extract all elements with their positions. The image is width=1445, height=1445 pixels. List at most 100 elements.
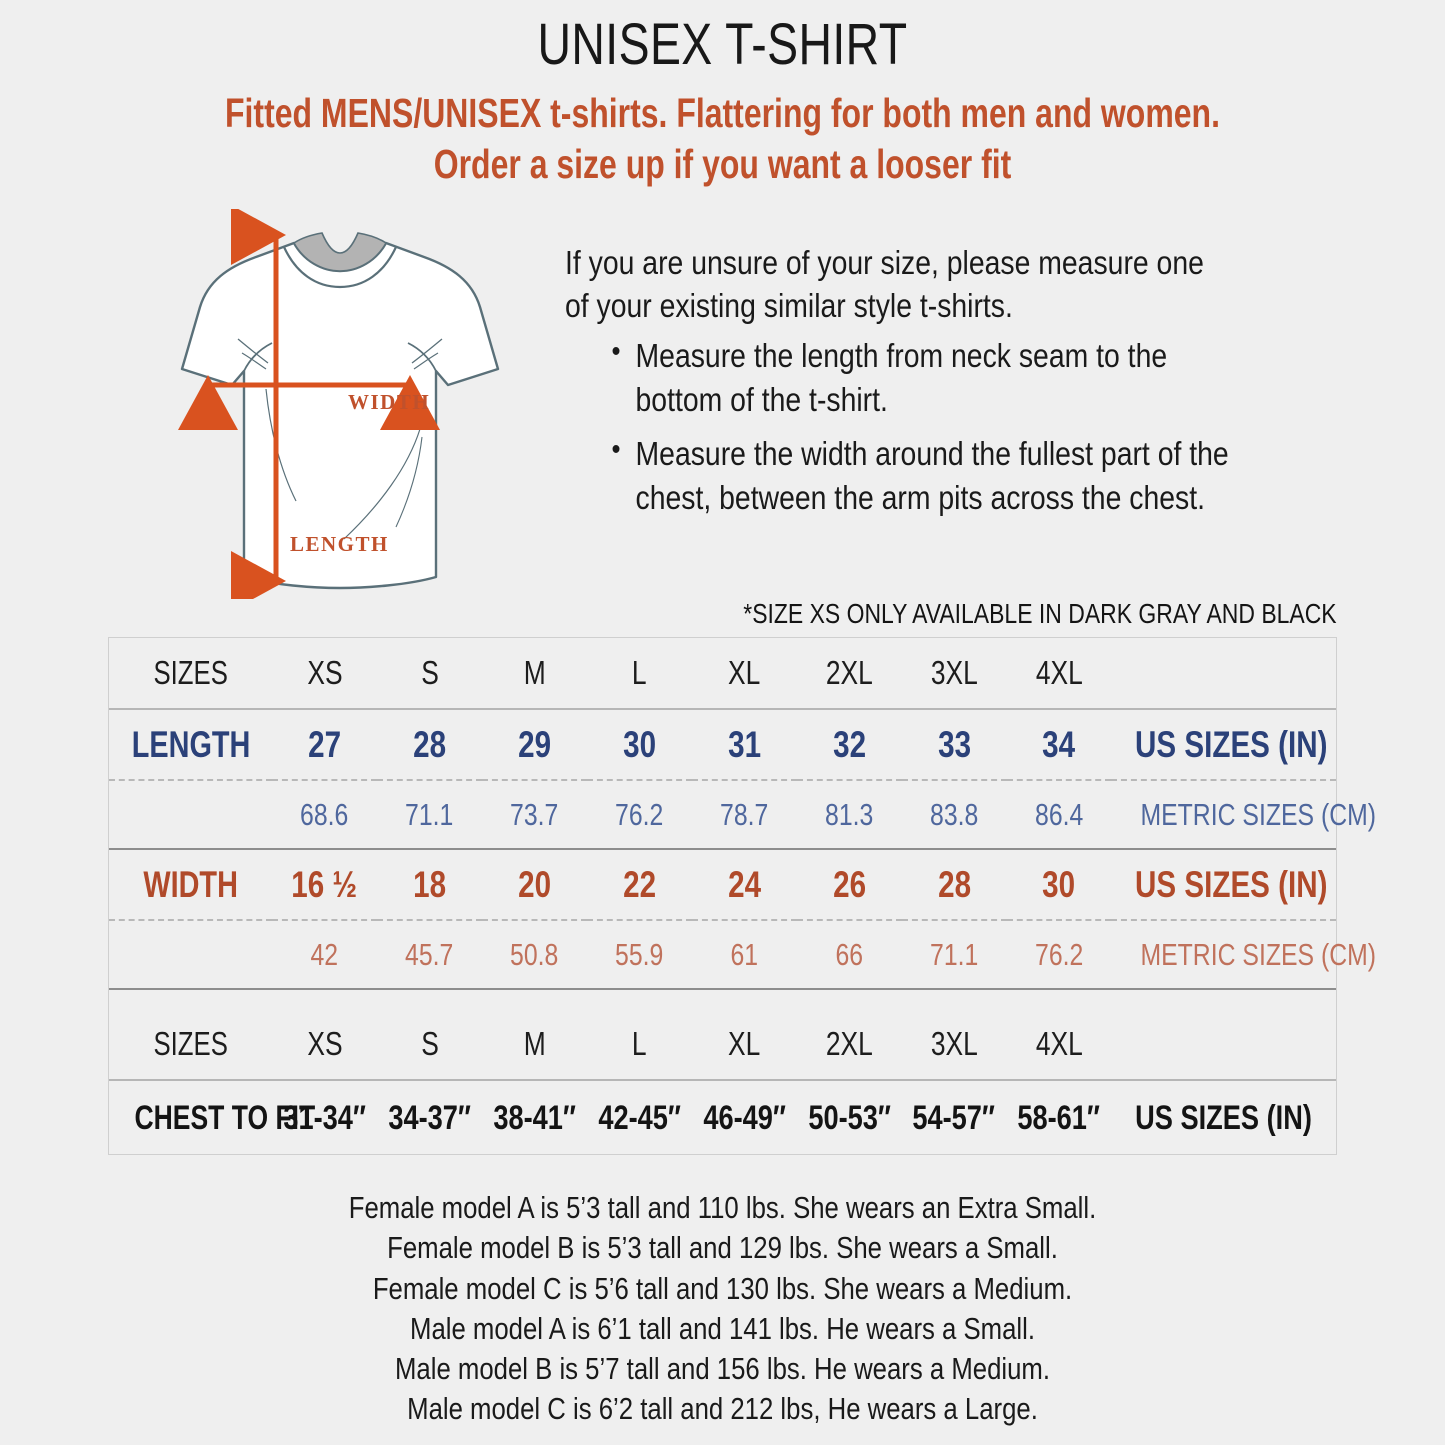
unit-us-width: US SIZES (IN) bbox=[1135, 864, 1328, 905]
model-note-line: Female model A is 5’3 tall and 110 lbs. … bbox=[348, 1190, 1097, 1225]
length-cm-xs: 68.6 bbox=[300, 797, 349, 832]
sizes-label: SIZES bbox=[153, 654, 228, 691]
divider-dashed bbox=[109, 779, 1336, 782]
table-row-width-metric: 42 45.7 50.8 55.9 61 66 71.1 76.2 METRIC… bbox=[109, 922, 1377, 989]
width-label: WIDTH bbox=[143, 864, 238, 905]
length-in-2xl: 32 bbox=[832, 724, 866, 765]
xs-availability-note: *SIZE XS ONLY AVAILABLE IN DARK GRAY AND… bbox=[743, 598, 1337, 629]
model-measurements-footer: Female model A is 5’3 tall and 110 lbs. … bbox=[0, 1188, 1445, 1430]
model-note-line: Female model C is 5’6 tall and 130 lbs. … bbox=[372, 1270, 1073, 1306]
size2-header-xs: XS bbox=[307, 1025, 343, 1062]
table-row-sizes-header-2: SIZES XS S M L XL 2XL 3XL 4XL bbox=[109, 1009, 1336, 1080]
chest-m: 38-41″ bbox=[493, 1098, 576, 1137]
size-header-4xl: 4XL bbox=[1035, 654, 1083, 691]
size2-header-m: M bbox=[523, 1025, 546, 1062]
width-cm-xs: 42 bbox=[310, 937, 339, 972]
unit-header-empty bbox=[1111, 638, 1336, 709]
width-label: WIDTH bbox=[348, 390, 430, 414]
width-in-2xl: 26 bbox=[832, 864, 866, 905]
table-row-sizes-header: SIZES XS S M L XL 2XL 3XL 4XL bbox=[109, 638, 1336, 709]
divider bbox=[109, 988, 1336, 991]
size-header-2xl: 2XL bbox=[825, 654, 873, 691]
width-cm-rowlabel-empty bbox=[109, 922, 272, 989]
width-in-4xl: 30 bbox=[1042, 864, 1076, 905]
table-row-length-metric: 68.6 71.1 73.7 76.2 78.7 81.3 83.8 86.4 … bbox=[109, 782, 1377, 849]
length-in-xs: 27 bbox=[308, 724, 342, 765]
tshirt-svg: WIDTH LENGTH bbox=[178, 208, 500, 599]
unit-metric-width: METRIC SIZES (CM) bbox=[1140, 937, 1377, 972]
width-cm-2xl: 66 bbox=[835, 937, 863, 972]
spacer bbox=[109, 991, 1336, 1009]
unit-us-length: US SIZES (IN) bbox=[1135, 724, 1328, 765]
table-row-width-inches: WIDTH 16 ½ 18 20 22 24 26 28 30 US SIZES… bbox=[109, 851, 1336, 920]
table-row-chest-to-fit: CHEST TO FIT 31-34″ 34-37″ 38-41″ 42-45″… bbox=[109, 1082, 1336, 1154]
diagram-and-instructions: WIDTH LENGTH If you are unsure of your s… bbox=[0, 208, 1445, 604]
size-header-s: S bbox=[420, 654, 439, 691]
size-header-xl: XL bbox=[728, 654, 761, 691]
unit-metric-length: METRIC SIZES (CM) bbox=[1140, 797, 1377, 832]
size2-header-l: L bbox=[632, 1025, 647, 1062]
list-item: Measure the width around the fullest par… bbox=[611, 430, 1231, 520]
width-in-xl: 24 bbox=[727, 864, 761, 905]
chest-xl: 46-49″ bbox=[702, 1098, 786, 1137]
length-cm-rowlabel-empty bbox=[109, 782, 272, 849]
page-subtitle: Fitted MENS/UNISEX t-shirts. Flattering … bbox=[159, 88, 1286, 191]
unit-us-chest: US SIZES (IN) bbox=[1135, 1098, 1313, 1137]
length-cm-s: 71.1 bbox=[405, 797, 454, 832]
sizes-label-2: SIZES bbox=[153, 1025, 228, 1062]
size-table-container: SIZES XS S M L XL 2XL 3XL 4XL LENGTH 27 … bbox=[108, 637, 1377, 1155]
instructions-lead: If you are unsure of your size, please m… bbox=[565, 243, 1204, 325]
subtitle-line-2: Order a size up if you want a looser fit bbox=[433, 141, 1012, 188]
length-cm-l: 76.2 bbox=[615, 797, 664, 832]
unit-header-empty-2 bbox=[1111, 1009, 1336, 1080]
chest-3xl: 54-57″ bbox=[912, 1098, 996, 1137]
width-in-xs: 16 ½ bbox=[291, 864, 358, 905]
model-note-line: Male model A is 6’1 tall and 141 lbs. He… bbox=[410, 1310, 1035, 1346]
chest-4xl: 58-61″ bbox=[1017, 1098, 1101, 1137]
divider bbox=[109, 708, 1336, 711]
chest-xs: 31-34″ bbox=[283, 1098, 366, 1137]
width-in-3xl: 28 bbox=[937, 864, 971, 905]
length-cm-4xl: 86.4 bbox=[1034, 797, 1084, 832]
width-cm-s: 45.7 bbox=[405, 937, 454, 972]
size-header-xs: XS bbox=[307, 654, 343, 691]
length-in-4xl: 34 bbox=[1042, 724, 1076, 765]
subtitle-line-1: Fitted MENS/UNISEX t-shirts. Flattering … bbox=[225, 90, 1220, 136]
model-note-line: Male model C is 6’2 tall and 212 lbs, He… bbox=[407, 1391, 1038, 1427]
width-cm-3xl: 71.1 bbox=[929, 937, 979, 972]
width-in-s: 18 bbox=[413, 864, 447, 905]
width-cm-l: 55.9 bbox=[615, 937, 664, 972]
length-in-3xl: 33 bbox=[937, 724, 971, 765]
length-cm-2xl: 81.3 bbox=[825, 797, 874, 832]
length-cm-xl: 78.7 bbox=[720, 797, 769, 832]
size2-header-2xl: 2XL bbox=[825, 1025, 873, 1062]
width-cm-xl: 61 bbox=[730, 937, 759, 972]
page-title: UNISEX T-SHIRT bbox=[537, 12, 908, 77]
size-header-3xl: 3XL bbox=[930, 654, 978, 691]
length-in-xl: 31 bbox=[727, 724, 761, 765]
measuring-instructions: If you are unsure of your size, please m… bbox=[565, 241, 1232, 530]
tshirt-diagram: WIDTH LENGTH bbox=[108, 208, 528, 599]
size-table: SIZES XS S M L XL 2XL 3XL 4XL LENGTH 27 … bbox=[109, 638, 1377, 1154]
length-cm-m: 73.7 bbox=[510, 797, 559, 832]
width-cm-4xl: 76.2 bbox=[1034, 937, 1084, 972]
length-in-s: 28 bbox=[413, 724, 447, 765]
length-label: LENGTH bbox=[290, 532, 389, 556]
divider-dashed bbox=[109, 919, 1336, 922]
size2-header-4xl: 4XL bbox=[1035, 1025, 1083, 1062]
list-item: Measure the length from neck seam to the… bbox=[611, 332, 1231, 422]
chest-s: 34-37″ bbox=[388, 1098, 471, 1137]
length-in-m: 29 bbox=[517, 724, 551, 765]
size-header-m: M bbox=[523, 654, 546, 691]
length-label: LENGTH bbox=[131, 724, 250, 765]
chest-l: 42-45″ bbox=[598, 1098, 681, 1137]
size2-header-3xl: 3XL bbox=[930, 1025, 978, 1062]
width-cm-m: 50.8 bbox=[510, 937, 559, 972]
divider bbox=[109, 1079, 1336, 1082]
width-in-m: 20 bbox=[517, 864, 551, 905]
length-cm-3xl: 83.8 bbox=[929, 797, 979, 832]
width-in-l: 22 bbox=[622, 864, 656, 905]
chest-label: CHEST TO FIT bbox=[134, 1098, 316, 1137]
size-header-l: L bbox=[632, 654, 647, 691]
